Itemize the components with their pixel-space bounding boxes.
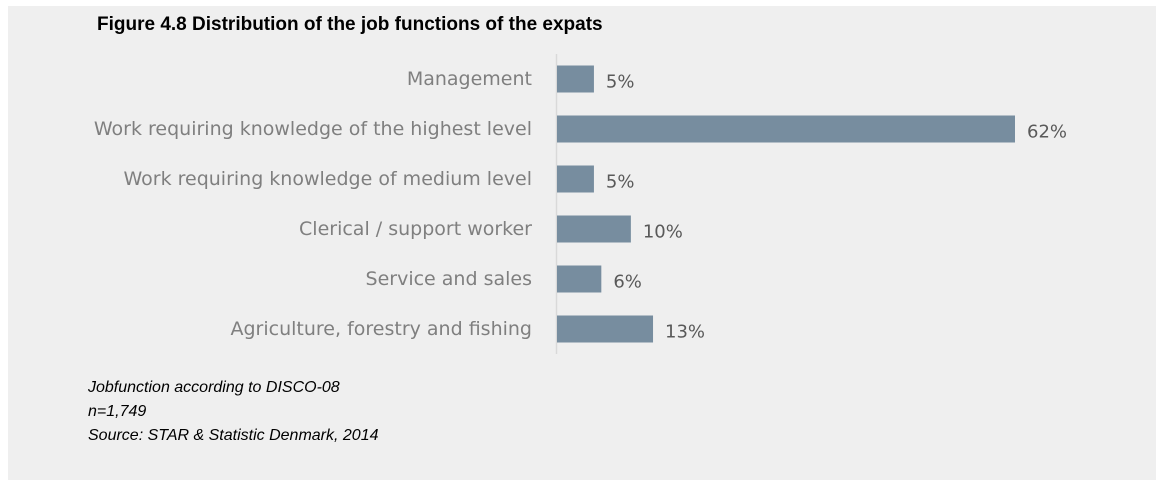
chart-title: Figure 4.8 Distribution of the job funct… bbox=[97, 14, 603, 35]
value-label: 62% bbox=[1027, 122, 1067, 143]
value-label: 5% bbox=[606, 72, 635, 93]
note-source: Source: STAR & Statistic Denmark, 2014 bbox=[88, 427, 379, 444]
category-label: Agriculture, forestry and fishing bbox=[231, 318, 533, 340]
category-label: Work requiring knowledge of the highest … bbox=[94, 118, 532, 140]
note-sample-size: n=1,749 bbox=[88, 403, 147, 420]
bar bbox=[557, 265, 602, 293]
category-label: Clerical / support worker bbox=[299, 218, 532, 240]
category-label: Service and sales bbox=[366, 268, 532, 290]
bar bbox=[557, 115, 1015, 143]
value-label: 6% bbox=[613, 272, 642, 293]
bar bbox=[557, 215, 631, 243]
value-label: 13% bbox=[665, 322, 705, 343]
chart-notes: Jobfunction according to DISCO-08 n=1,74… bbox=[88, 376, 378, 448]
category-label: Work requiring knowledge of medium level bbox=[123, 168, 532, 190]
note-job-function: Jobfunction according to DISCO-08 bbox=[88, 379, 340, 396]
value-label: 10% bbox=[643, 222, 683, 243]
bar-chart: Management 5% Work requiring knowledge of … bbox=[94, 54, 1067, 354]
bar bbox=[557, 315, 654, 343]
bar bbox=[557, 165, 594, 193]
bar bbox=[557, 65, 594, 93]
value-label: 5% bbox=[606, 172, 635, 193]
category-label: Management bbox=[407, 68, 532, 90]
